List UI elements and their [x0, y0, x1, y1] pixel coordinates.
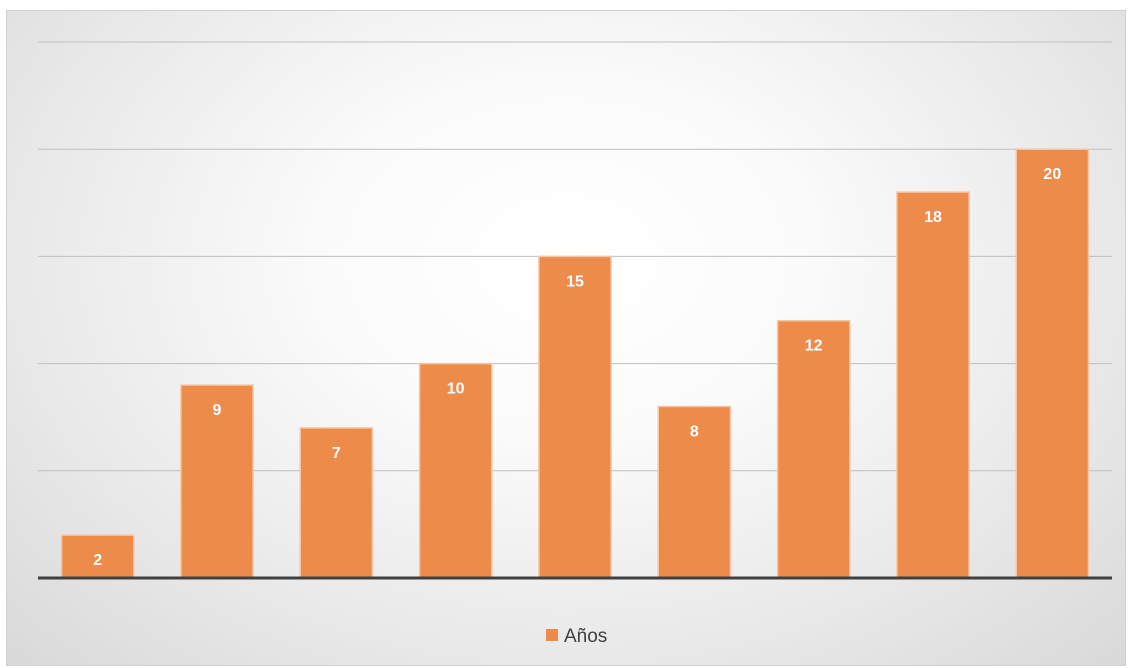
bars: [60, 148, 1090, 579]
bar: [1015, 148, 1090, 579]
bar-value-label: 7: [332, 445, 341, 462]
bar: [776, 319, 851, 579]
bar: [180, 384, 254, 579]
legend-label: Años: [564, 626, 607, 647]
bar: [538, 255, 612, 579]
bar-value-label: 20: [1043, 166, 1061, 183]
bar-value-label: 8: [690, 423, 699, 440]
legend-swatch: [546, 629, 558, 641]
bar-value-label: 10: [447, 381, 465, 398]
legend: Años: [546, 626, 607, 647]
bar: [299, 427, 374, 579]
bar-value-label: 18: [924, 209, 942, 226]
data-labels: 2 9 7 10 15 8 12 18 20: [93, 166, 1061, 569]
bar-value-label: 9: [213, 402, 222, 419]
bar: [418, 362, 493, 579]
bar: [657, 405, 732, 579]
bar-value-label: 12: [805, 338, 823, 355]
bar-value-label: 2: [93, 552, 102, 569]
bar: [896, 191, 970, 579]
bar-value-label: 15: [566, 273, 584, 290]
